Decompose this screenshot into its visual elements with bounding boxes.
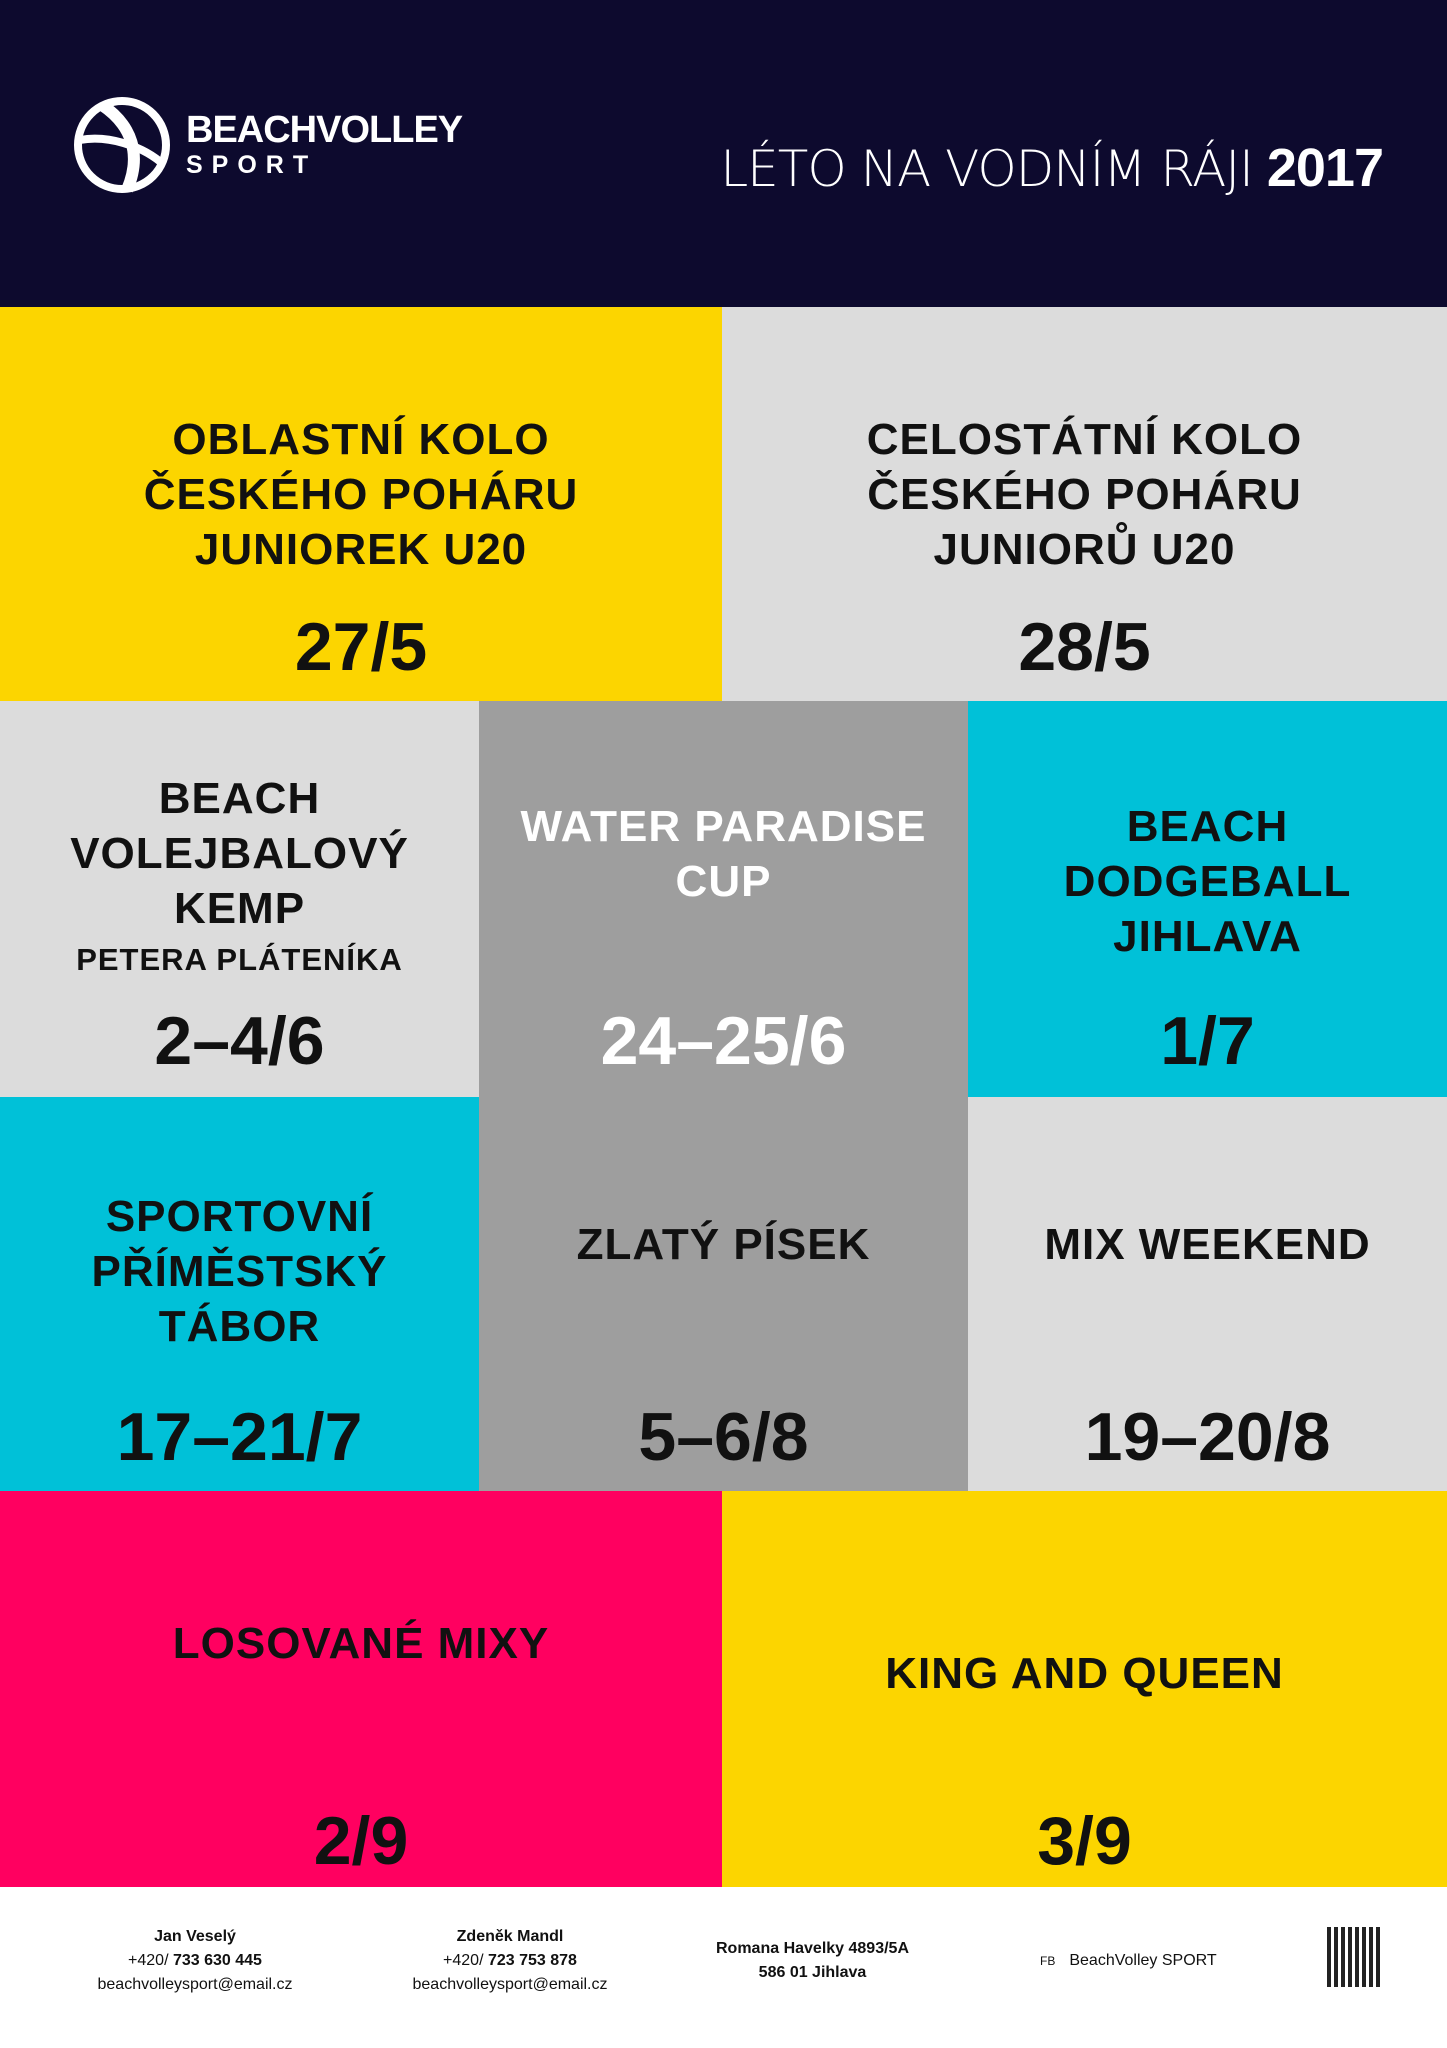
event-tile: WATER PARADISE CUP 24–25/6: [479, 701, 968, 1097]
event-name: BEACH VOLEJBALOVÝ KEMP: [70, 774, 409, 933]
phone-prefix: +420/: [443, 1952, 484, 1969]
phone: 733 630 445: [172, 1952, 262, 1969]
event-name: WATER PARADISE CUP: [520, 802, 927, 906]
event-tile: SPORTOVNÍ PŘÍMĚSTSKÝ TÁBOR 17–21/7: [0, 1097, 479, 1491]
event-tile: ZLATÝ PÍSEK 5–6/8: [479, 1097, 968, 1491]
event-date: 2/9: [313, 1803, 409, 1879]
event-name: LOSOVANÉ MIXY: [172, 1619, 550, 1668]
header: BEACHVOLLEY SPORT LÉTO NA VODNÍM RÁJI 20…: [0, 0, 1447, 307]
fb-name: BeachVolley SPORT: [1069, 1952, 1217, 1969]
title-year: 2017: [1266, 138, 1384, 198]
event-tile: BEACH VOLEJBALOVÝ KEMP PETERA PLÁTENÍKA 2–…: [0, 701, 479, 1097]
address-line2: 586 01 Jihlava: [758, 1964, 867, 1981]
event-tile: LOSOVANÉ MIXY 2/9: [0, 1491, 722, 1887]
event-date: 28/5: [1018, 609, 1151, 685]
event-tile: CELOSTÁTNÍ KOLO ČESKÉHO POHÁRU JUNIORŮ U…: [722, 307, 1447, 701]
event-date: 3/9: [1037, 1803, 1132, 1879]
contact-jan: Jan Veselý +420/ 733 630 445 beachvolley…: [60, 1925, 330, 1997]
contact-zdenek: Zdeněk Mandl +420/ 723 753 878 beachvoll…: [375, 1925, 645, 1997]
logo: BEACHVOLLEY SPORT: [72, 95, 463, 195]
fb-label: FB: [1040, 1954, 1056, 1968]
event-name: KING AND QUEEN: [885, 1649, 1284, 1698]
address-line1: Romana Havelky 4893/5A: [716, 1940, 909, 1957]
email[interactable]: beachvolleysport@email.cz: [412, 1976, 608, 1993]
volleyball-icon: [74, 97, 170, 193]
phone: 723 753 878: [487, 1952, 577, 1969]
event-date: 19–20/8: [1084, 1399, 1331, 1475]
contact-name: Jan Veselý: [154, 1928, 236, 1945]
event-tile: MIX WEEKEND 19–20/8: [968, 1097, 1447, 1491]
page-title: LÉTO NA VODNÍM RÁJI 2017: [720, 138, 1384, 199]
address: Romana Havelky 4893/5A 586 01 Jihlava: [680, 1937, 945, 1985]
event-date: 24–25/6: [600, 1003, 847, 1079]
event-tile: KING AND QUEEN 3/9: [722, 1491, 1447, 1887]
event-subtitle: PETERA PLÁTENÍKA: [76, 942, 403, 977]
event-name: ZLATÝ PÍSEK: [576, 1220, 871, 1269]
event-date: 5–6/8: [638, 1399, 809, 1475]
phone-prefix: +420/: [128, 1952, 169, 1969]
event-name: SPORTOVNÍ PŘÍMĚSTSKÝ TÁBOR: [91, 1192, 388, 1351]
brand-sub: SPORT: [186, 151, 318, 179]
event-name: CELOSTÁTNÍ KOLO ČESKÉHO POHÁRU JUNIORŮ U…: [866, 415, 1303, 574]
facebook[interactable]: FB BeachVolley SPORT: [1040, 1949, 1217, 1973]
contact-name: Zdeněk Mandl: [456, 1928, 564, 1945]
event-name: OBLASTNÍ KOLO ČESKÉHO POHÁRU JUNIOREK U2…: [143, 415, 579, 574]
event-date: 1/7: [1160, 1003, 1255, 1079]
event-name: MIX WEEKEND: [1044, 1220, 1371, 1269]
email[interactable]: beachvolleysport@email.cz: [97, 1976, 293, 1993]
title-text: LÉTO NA VODNÍM RÁJI: [720, 140, 1254, 198]
brand-name: BEACHVOLLEY: [186, 109, 463, 151]
event-tile: OBLASTNÍ KOLO ČESKÉHO POHÁRU JUNIOREK U2…: [0, 307, 722, 701]
event-name: BEACH DODGEBALL JIHLAVA: [1063, 802, 1352, 961]
footer: Jan Veselý +420/ 733 630 445 beachvolley…: [0, 1887, 1447, 2048]
event-tile: BEACH DODGEBALL JIHLAVA 1/7: [968, 701, 1447, 1097]
event-date: 2–4/6: [154, 1003, 325, 1079]
qr-code: [1327, 1927, 1383, 1987]
event-date: 17–21/7: [116, 1399, 363, 1475]
event-date: 27/5: [294, 609, 428, 685]
